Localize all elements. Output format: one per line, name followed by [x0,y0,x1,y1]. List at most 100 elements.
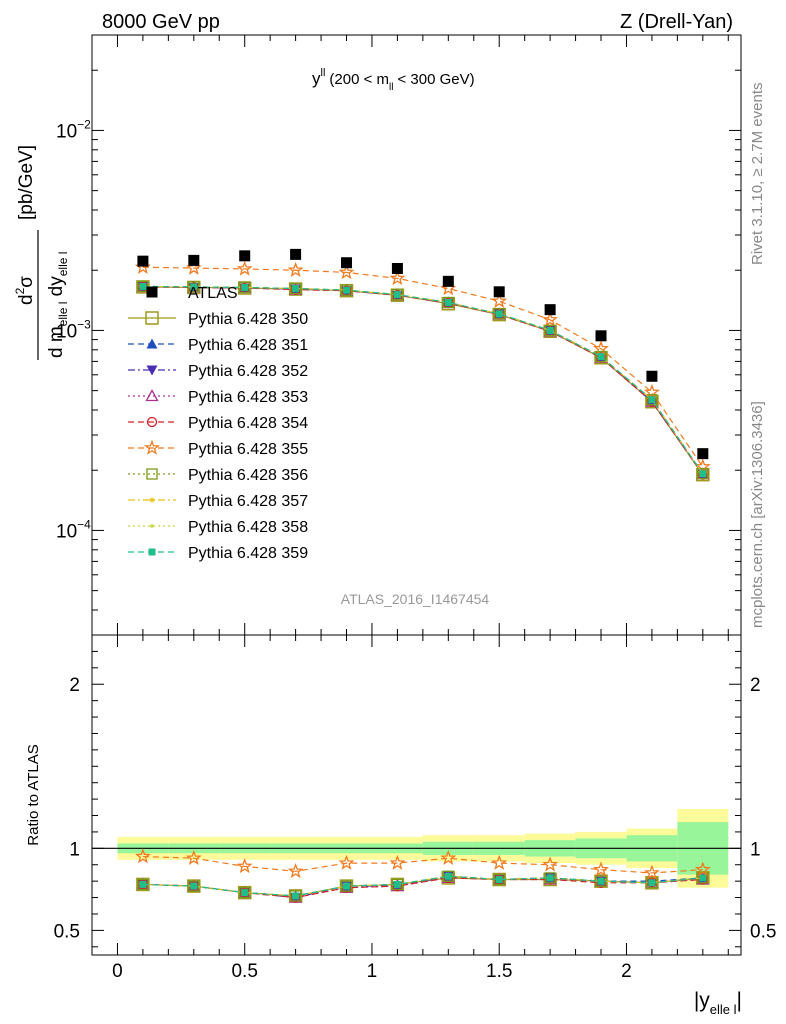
legend-marker [148,496,156,503]
legend-label: Pythia 6.428 359 [188,545,308,562]
legend-label: Pythia 6.428 354 [188,415,308,432]
svg-text:d2σ: d2σ [13,276,37,305]
data-point [694,458,711,474]
ratio-line [142,855,703,874]
legend-label: Pythia 6.428 357 [188,493,308,510]
legend-marker [148,548,156,556]
data-point [493,308,505,320]
ratio-point [289,890,302,902]
data-point [389,270,406,286]
data-point [491,292,508,308]
legend-item: Pythia 6.428 350 [128,311,308,328]
data-point [239,250,251,262]
x-tick-label: 0 [112,961,123,982]
ratio-y-tick-label-right: 2 [750,675,761,696]
ratio-point [389,854,406,870]
data-point [287,261,304,277]
legend-marker [146,416,158,428]
main-panel: 10−4 10−3 10−2 yll (200 < mll < 300 GeV) [pb… [13,34,742,636]
legend-item: Pythia 6.428 358 [128,519,308,536]
data-point [391,288,404,301]
ratio-frame [91,634,742,956]
data-point [646,370,658,382]
x-tick-label: 2 [621,961,632,982]
ratio-point [648,879,656,887]
legend-item: Pythia 6.428 356 [128,467,308,484]
ratio-point [440,849,457,865]
data-point [595,330,607,342]
legend-label: Pythia 6.428 355 [188,441,308,458]
data-point [338,264,355,280]
data-point [341,257,353,269]
main-y-tick-label: 10−2 [56,117,91,142]
header-right-label: Z (Drell-Yan) [620,11,733,33]
main-y-axis-label: [pb/GeV] d2σ d melle l dyelle l [13,145,70,360]
legend-marker [146,468,158,480]
legend-item: Pythia 6.428 357 [128,493,308,510]
ratio-line [142,875,703,897]
ratio-series-pythia-6-428-357 [139,872,707,899]
ratio-y-tick-label: 1 [69,839,80,860]
legend-marker [146,286,158,298]
legend-item: Pythia 6.428 359 [128,545,308,562]
ratio-line [142,875,703,897]
data-point [241,283,249,291]
ratio-point [491,854,508,870]
ratio-series-pythia-6-428-358 [141,874,705,898]
data-point [646,394,658,406]
ratio-point [139,880,147,888]
data-point [236,260,253,276]
data-point [697,468,709,480]
ratio-series-pythia-6-428-352 [137,871,709,904]
series-line [142,266,704,468]
main-y-tick-label: 10−3 [56,317,91,342]
ratio-point [236,858,253,874]
ratio-line [142,875,703,899]
main-y-tick-label: 10−4 [56,517,91,542]
ratio-point [542,856,559,872]
data-point [290,248,302,260]
svg-text:[pb/GeV]: [pb/GeV] [16,145,37,220]
legend-marker [145,311,159,325]
x-tick-label: 1 [367,961,378,982]
legend-item: ATLAS [146,285,238,302]
ratio-series-pythia-6-428-356 [137,870,709,902]
data-point [444,298,452,306]
ratio-point [292,892,300,900]
ratio-point [495,876,503,884]
ratio-y-tick-label-right: 0.5 [750,921,776,942]
data-point [343,286,351,294]
ratio-point [343,882,351,890]
legend-label: Pythia 6.428 358 [188,519,308,536]
ratio-series-pythia-6-428-350 [136,871,710,903]
ratio-y-axis-label: Ratio to ATLAS [25,744,42,845]
ratio-point [694,861,711,877]
legend-item: Pythia 6.428 352 [128,363,308,380]
data-point [393,291,401,299]
data-point [648,396,656,404]
data-point [442,296,454,309]
data-point [493,286,505,298]
legend-marker [145,389,159,402]
data-point [391,262,403,274]
legend-label: Pythia 6.428 350 [188,311,308,328]
legend-item: Pythia 6.428 353 [128,389,308,406]
ratio-point [597,877,605,885]
ratio-point [241,889,249,897]
x-tick-label: 0.5 [231,961,257,982]
ratio-line [142,875,703,897]
series-pythia-6-428-359 [139,282,707,478]
ratio-y-tick-label: 2 [69,675,80,696]
data-point [697,448,709,460]
data-point [699,470,707,478]
ratio-point [190,882,198,890]
legend: ATLAS Pythia 6.428 350 Pythia 6.428 351 Pyt… [128,285,308,562]
x-tick-label: 1.5 [486,961,512,982]
header-left-label: 8000 GeV pp [102,11,220,33]
data-point [185,259,202,275]
data-point [495,310,503,318]
ratio-point [643,864,660,880]
ratio-point [593,861,609,877]
ratio-point [338,854,355,870]
data-point [442,275,454,287]
